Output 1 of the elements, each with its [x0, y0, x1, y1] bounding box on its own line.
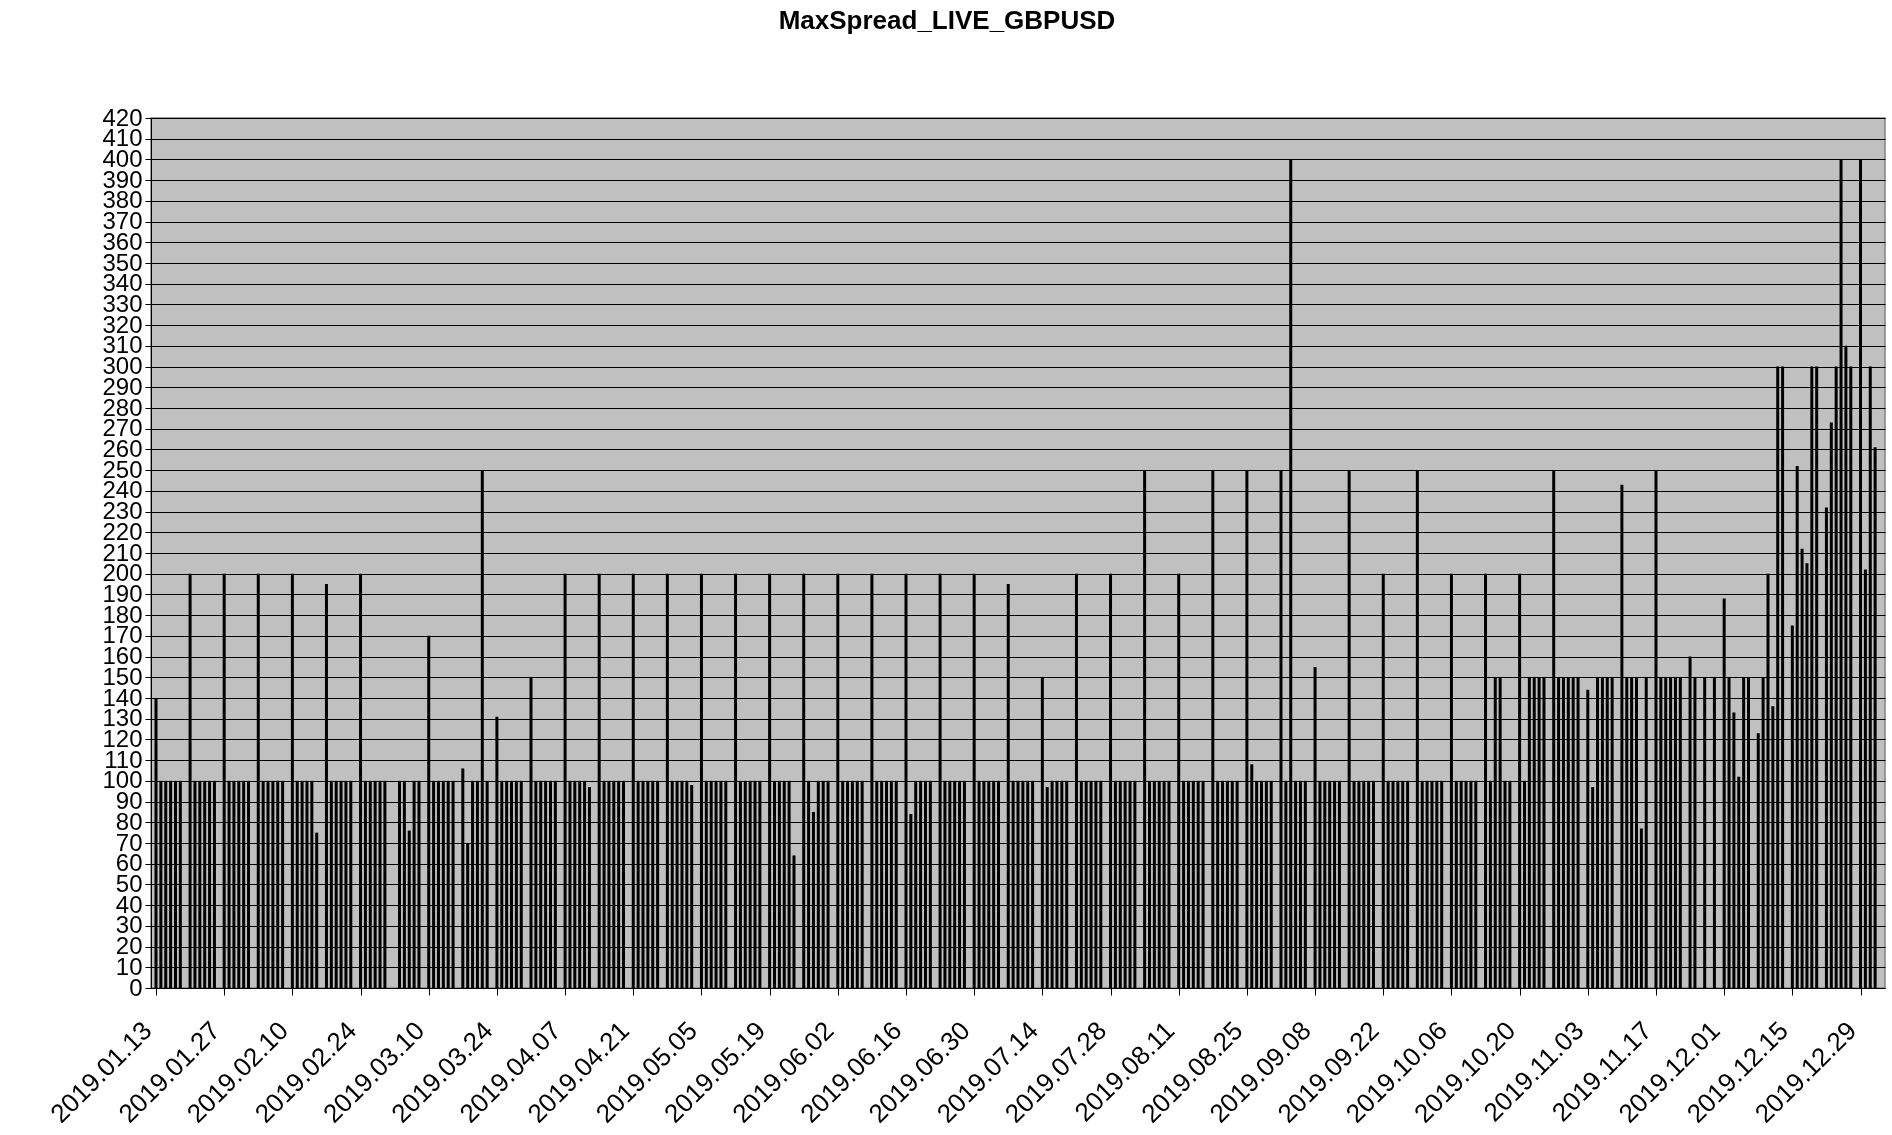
- chart-title: MaxSpread_LIVE_GBPUSD: [778, 5, 1116, 35]
